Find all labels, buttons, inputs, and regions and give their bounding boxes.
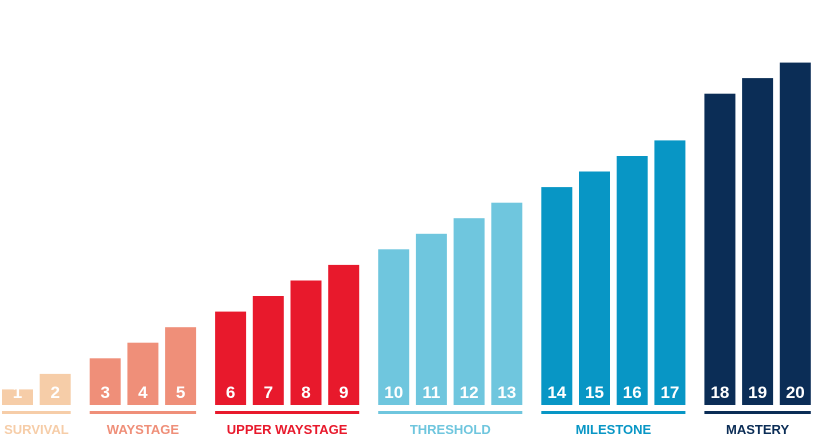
bar-label-20: 20 <box>786 383 805 402</box>
bar-2 <box>39 373 71 405</box>
group-label-threshold: THRESHOLD <box>410 422 491 437</box>
bar-label-9: 9 <box>339 383 348 402</box>
bar-13 <box>491 202 523 405</box>
group-label-milestone: MILESTONE <box>576 422 652 437</box>
bar-4 <box>127 342 159 405</box>
bar-label-10: 10 <box>384 383 403 402</box>
bar-label-2: 2 <box>50 383 59 402</box>
group-underline-milestone <box>541 411 686 414</box>
bar-label-6: 6 <box>226 383 235 402</box>
group-underline-survival <box>2 411 71 414</box>
bar-17 <box>654 140 686 405</box>
group-label-upper-waystage: UPPER WAYSTAGE <box>227 422 348 437</box>
bar-label-7: 7 <box>264 383 273 402</box>
bar-9 <box>328 264 360 405</box>
bar-6 <box>215 311 247 405</box>
bar-18 <box>704 93 736 405</box>
bar-label-19: 19 <box>748 383 767 402</box>
group-underline-threshold <box>378 411 523 414</box>
bar-label-8: 8 <box>301 383 310 402</box>
bar-20 <box>779 62 811 405</box>
group-label-mastery: MASTERY <box>726 422 789 437</box>
group-underline-mastery <box>704 411 811 414</box>
bar-label-14: 14 <box>547 383 566 402</box>
bar-7 <box>252 296 284 405</box>
bar-14 <box>541 187 573 405</box>
bar-16 <box>616 156 648 405</box>
bar-1 <box>2 389 33 405</box>
bar-15 <box>579 171 610 405</box>
bar-8 <box>290 280 322 405</box>
bar-10 <box>378 249 410 405</box>
bar-label-4: 4 <box>138 383 148 402</box>
bar-3 <box>89 358 121 405</box>
bar-label-1: 1 <box>13 383 22 402</box>
group-underline-upper-waystage <box>215 411 360 414</box>
bar-label-5: 5 <box>176 383 185 402</box>
group-label-survival: SURVIVAL <box>4 422 69 437</box>
bar-label-12: 12 <box>460 383 479 402</box>
bar-19 <box>742 78 774 405</box>
bar-label-17: 17 <box>660 383 679 402</box>
bar-label-16: 16 <box>623 383 642 402</box>
bar-label-18: 18 <box>710 383 729 402</box>
bar-12 <box>453 218 485 405</box>
bar-5 <box>165 327 197 405</box>
bar-label-13: 13 <box>497 383 516 402</box>
bar-label-3: 3 <box>100 383 109 402</box>
bar-label-11: 11 <box>422 383 440 402</box>
bar-label-15: 15 <box>585 383 604 402</box>
group-label-waystage: WAYSTAGE <box>107 422 180 437</box>
bar-11 <box>415 233 447 405</box>
group-underline-waystage <box>89 411 197 414</box>
